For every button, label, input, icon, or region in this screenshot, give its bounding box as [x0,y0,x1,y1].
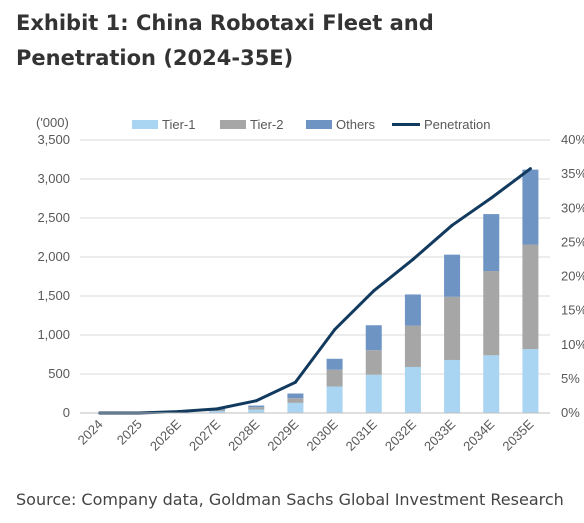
y-right-tick-label: 40% [561,132,584,147]
bar-others [404,294,421,326]
x-tick-label: 2029E [264,416,301,453]
bar-tier-1 [248,409,265,413]
x-tick-label: 2032E [382,416,419,453]
bar-tier-2 [326,369,343,387]
y-left-tick-label: 0 [63,405,70,420]
penetration-point [528,167,532,171]
bar-tier-1 [326,386,343,413]
y-right-tick-label: 15% [561,303,584,318]
legend-swatch-others [306,120,332,129]
x-tick-label: 2028E [225,416,262,453]
penetration-line [99,167,532,415]
y-right-tick-label: 20% [561,269,584,284]
y-left-axis-label: ('000) [36,115,69,130]
penetration-point [489,196,493,200]
bar-tier-2 [444,296,461,360]
bar-tier-2 [522,244,539,350]
penetration-point [293,380,297,384]
x-tick-label: 2025 [114,417,145,448]
legend-label-tier-2: Tier-2 [250,117,283,132]
bar-tier-1 [287,402,304,413]
y-left-tick-label: 3,000 [37,171,70,186]
bar-tier-1 [483,355,500,413]
legend-label-tier-1: Tier-1 [162,117,195,132]
x-tick-label: 2034E [460,416,497,453]
bar-tier-1 [404,366,421,413]
penetration-point [411,257,415,261]
bar-tier-2 [483,271,500,356]
y-right-tick-label: 30% [561,200,584,215]
bar-others [483,214,500,272]
x-tick-label: 2027E [186,416,223,453]
penetration-point [254,399,258,403]
legend-label-penetration: Penetration [424,117,491,132]
gridlines [80,139,550,375]
y-right-tick-label: 25% [561,234,584,249]
bar-others [444,254,461,297]
bar-tier-2 [287,398,304,403]
x-tick-label: 2033E [421,416,458,453]
legend: Tier-1 Tier-2 Others Penetration [132,117,491,132]
y-left-tick-label: 1,000 [37,327,70,342]
bar-tier-1 [444,359,461,413]
y-right-tick-label: 35% [561,166,584,181]
bar-tier-1 [365,374,382,413]
bar-others [248,405,265,408]
x-tick-label: 2031E [343,416,380,453]
bar-tier-2 [248,407,265,410]
bar-tier-1 [522,349,539,413]
axes: 0 500 1,000 1,500 2,000 2,500 3,000 3,500 0% 5% 10… [36,115,584,454]
y-left-tick-label: 500 [48,366,70,381]
bar-tier-1 [209,411,226,413]
x-tick-label: 2024 [75,417,106,448]
penetration-point [176,410,180,414]
x-tick-label: 2030E [304,416,341,453]
legend-label-others: Others [336,117,376,132]
penetration-point [372,289,376,293]
y-left-tick-label: 3,500 [37,132,70,147]
y-left-tick-label: 2,500 [37,210,70,225]
chart: 0 500 1,000 1,500 2,000 2,500 3,000 3,500 0% 5% 10… [36,115,584,454]
source-note: Source: Company data, Goldman Sachs Glob… [16,490,564,509]
x-tick-label: 2035E [499,416,536,453]
y-left-tick-label: 2,000 [37,249,70,264]
y-right-tick-label: 10% [561,337,584,352]
bar-others [365,325,382,351]
bar-tier-2 [209,409,226,412]
bar-others [326,358,343,370]
chart-title: Exhibit 1: China Robotaxi Fleet and Pene… [16,11,434,70]
bar-tier-2 [365,350,382,375]
penetration-point [450,223,454,227]
penetration-point [333,328,337,332]
penetration-line-group [98,167,532,415]
bar-group [91,169,539,413]
legend-swatch-tier-2 [220,120,246,129]
x-tick-label: 2026E [147,416,184,453]
penetration-point [215,407,219,411]
y-right-tick-label: 5% [561,371,580,386]
y-right-tick-label: 0% [561,405,580,420]
legend-swatch-tier-1 [132,120,158,129]
bar-others [522,169,539,245]
bar-tier-2 [404,325,421,367]
bar-others [287,393,304,399]
y-left-tick-label: 1,500 [37,288,70,303]
